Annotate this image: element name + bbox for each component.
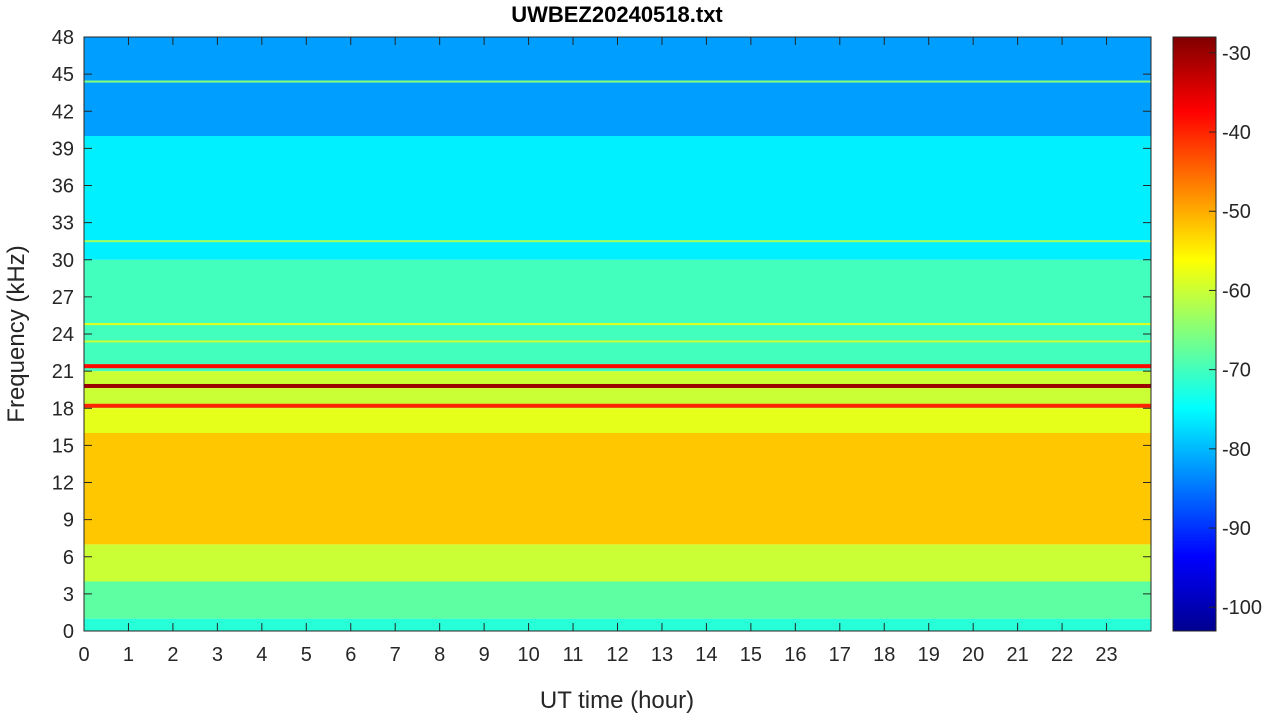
y-tick-label: 21 <box>52 361 74 383</box>
y-tick-label: 24 <box>52 324 74 346</box>
y-axis-label: Frequency (kHz) <box>3 245 30 422</box>
x-tick-label: 3 <box>212 644 223 666</box>
x-tick-label: 10 <box>517 644 539 666</box>
x-tick-label: 16 <box>784 644 806 666</box>
heatmap-band <box>84 581 1151 619</box>
narrowband-line <box>84 340 1151 343</box>
x-tick-label: 13 <box>651 644 673 666</box>
heatmap-band <box>84 259 1151 372</box>
x-tick-label: 11 <box>563 644 584 666</box>
narrowband-line <box>84 403 1151 408</box>
y-tick-label: 18 <box>52 398 74 420</box>
x-tick-label: 6 <box>345 644 356 666</box>
x-tick-label: 0 <box>78 644 89 666</box>
colorbar-tick-label: -60 <box>1222 280 1251 302</box>
narrowband-line <box>84 364 1151 369</box>
x-tick-label: 23 <box>1095 644 1117 666</box>
narrowband-line <box>84 80 1151 83</box>
x-axis-label: UT time (hour) <box>540 687 694 714</box>
x-tick-label: 7 <box>390 644 401 666</box>
narrowband-line <box>84 323 1151 326</box>
heatmap-band <box>84 136 1151 260</box>
y-tick-label: 30 <box>52 250 74 272</box>
y-tick-label: 39 <box>52 138 74 160</box>
heatmap-band <box>84 371 1151 409</box>
y-tick-label: 48 <box>52 27 74 49</box>
y-tick-label: 15 <box>52 435 74 457</box>
y-tick-label: 0 <box>63 621 74 643</box>
colorbar-tick-label: -40 <box>1222 122 1251 144</box>
x-tick-label: 17 <box>829 644 851 666</box>
heatmap-band <box>84 408 1151 433</box>
y-tick-label: 42 <box>52 101 74 123</box>
colorbar-ticks: -30 -40 -50 -60 -70 -80 -90 -100 <box>1209 43 1262 619</box>
chart-title: UWBEZ20240518.txt <box>511 2 723 27</box>
y-tick-label: 12 <box>52 473 74 495</box>
y-tick-label: 6 <box>63 547 74 569</box>
y-tick-label: 45 <box>52 64 74 86</box>
heatmap-band <box>84 544 1151 582</box>
x-tick-label: 20 <box>962 644 984 666</box>
colorbar-tick-label: -80 <box>1222 439 1251 461</box>
x-tick-label: 18 <box>873 644 895 666</box>
y-tick-label: 33 <box>52 213 74 235</box>
narrowband-line <box>84 383 1151 388</box>
x-tick-label: 12 <box>606 644 628 666</box>
colorbar-tick-label: -70 <box>1222 360 1251 382</box>
y-tick-label: 27 <box>52 287 74 309</box>
x-tick-label: 2 <box>167 644 178 666</box>
x-tick-label: 21 <box>1007 644 1029 666</box>
colorbar-tick-label: -100 <box>1222 597 1262 619</box>
plot-frame <box>83 36 1152 632</box>
colorbar-tick-label: -50 <box>1222 201 1251 223</box>
x-tick-label: 19 <box>918 644 940 666</box>
y-tick-label: 3 <box>63 584 74 606</box>
x-tick-label: 14 <box>695 644 717 666</box>
x-tick-label: 1 <box>123 644 134 666</box>
y-tick-label: 9 <box>63 510 74 532</box>
colorbar-tick-label: -30 <box>1222 43 1251 65</box>
narrowband-line <box>84 240 1151 243</box>
x-tick-label: 8 <box>434 644 445 666</box>
x-tick-label: 5 <box>301 644 312 666</box>
x-tick-label: 22 <box>1051 644 1073 666</box>
y-tick-label: 36 <box>52 176 74 198</box>
heatmap-cells <box>84 37 1151 631</box>
x-tick-label: 4 <box>256 644 267 666</box>
colorbar-tick-label: -90 <box>1222 518 1251 540</box>
heatmap-band <box>84 37 1151 136</box>
x-ticks: 0 1 2 3 4 5 6 7 8 9 10 11 12 13 14 15 16 17 18 19 20 21 22 23 <box>78 37 1118 666</box>
colorbar <box>1172 36 1217 632</box>
x-tick-label: 15 <box>740 644 762 666</box>
x-tick-label: 9 <box>479 644 490 666</box>
heatmap-band <box>84 433 1151 545</box>
